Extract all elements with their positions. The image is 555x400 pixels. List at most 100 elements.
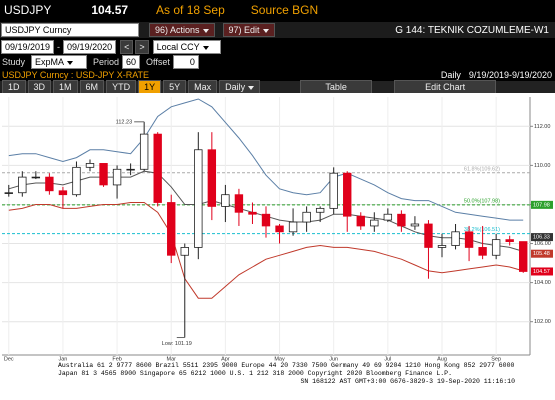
- y-tick-label: 110.00: [534, 163, 550, 169]
- edit-chart-button[interactable]: Edit Chart: [394, 80, 497, 94]
- candle-body: [139, 133, 149, 170]
- source: Source BGN: [250, 3, 319, 17]
- frequency: Daily: [440, 70, 461, 80]
- footer-line: Japan 81 3 4565 8900 Singapore 65 6212 1…: [58, 370, 452, 377]
- range-button[interactable]: 1M: [53, 80, 78, 94]
- x-tick-label: May: [274, 356, 285, 362]
- currency-select[interactable]: Local CCY: [152, 40, 221, 54]
- info-row: USDJPY Curncy : USD-JPY X-RATE Daily 9/1…: [0, 69, 555, 81]
- candle-body: [478, 247, 487, 256]
- price-tag: [531, 233, 553, 242]
- footer-line: Australia 61 2 9777 8600 Brazil 5511 239…: [58, 362, 515, 369]
- range-button[interactable]: Max: [188, 80, 218, 94]
- range-button[interactable]: YTD: [106, 80, 137, 94]
- chart: 102.00104.00106.00108.00110.00112.00DecJ…: [0, 93, 555, 362]
- offset-input[interactable]: 0: [172, 55, 199, 69]
- candle-body: [112, 168, 122, 186]
- x-tick-label: Sep: [491, 356, 501, 362]
- study-row: Study ExpMA Period 60 Offset 0: [0, 55, 555, 69]
- edit-button[interactable]: 97) Edit: [222, 23, 275, 37]
- x-tick-label: Jun: [329, 356, 338, 362]
- study-select[interactable]: ExpMA: [31, 55, 88, 69]
- range-button[interactable]: 6M: [79, 80, 105, 94]
- candle-body: [451, 231, 460, 246]
- prev-button[interactable]: <: [120, 40, 134, 54]
- range-button[interactable]: 1Y: [138, 80, 162, 94]
- candle-body: [45, 176, 54, 192]
- candle-body: [72, 166, 81, 196]
- candle-body: [99, 163, 108, 186]
- candle-body: [302, 211, 311, 223]
- x-tick-label: Dec: [4, 356, 14, 362]
- page-title: G 144: TEKNIK COZUMLEME-W1: [395, 24, 549, 36]
- candle-body: [180, 247, 189, 256]
- range-button[interactable]: 1D: [2, 80, 26, 94]
- currency-text: Local CCY: [156, 42, 200, 52]
- candle-body: [424, 223, 433, 248]
- study-value: ExpMA: [35, 57, 65, 67]
- x-tick-label: Mar: [166, 356, 176, 362]
- security-input[interactable]: USDJPY Curncy: [1, 23, 139, 37]
- candle-body: [261, 213, 271, 227]
- candle-body: [343, 172, 352, 217]
- price-tag-label: 106.33: [533, 235, 550, 241]
- toolbar: USDJPY Curncy 96) Actions 97) Edit G 144…: [0, 22, 555, 38]
- price-tag-label: 104.57: [533, 269, 550, 275]
- description: USDJPY Curncy : USD-JPY X-RATE: [2, 70, 150, 80]
- study-label: Study: [2, 57, 26, 67]
- actions-button[interactable]: 96) Actions: [149, 23, 215, 37]
- candle-body: [126, 168, 135, 171]
- y-tick-label: 106.00: [534, 241, 551, 247]
- candle-body: [519, 241, 528, 272]
- candle-body: [383, 213, 393, 221]
- level-label: 61.8%(109.62): [464, 166, 500, 172]
- range-button[interactable]: Daily: [219, 80, 261, 94]
- y-tick-label: 112.00: [534, 124, 550, 130]
- start-date[interactable]: 09/19/2019: [1, 40, 55, 54]
- high-label: 112.23: [116, 119, 132, 125]
- candle-body: [410, 223, 420, 227]
- table-button[interactable]: Table: [300, 80, 373, 94]
- last-price: 104.57: [91, 3, 129, 17]
- price-tag: [531, 200, 553, 209]
- candle-body: [397, 213, 406, 227]
- candle-body: [207, 149, 217, 207]
- candle-body: [491, 239, 501, 256]
- x-tick-label: Feb: [112, 356, 121, 362]
- candle-body: [248, 211, 257, 215]
- candle-body: [288, 221, 298, 233]
- candle-body: [58, 190, 68, 196]
- offset-label: Offset: [146, 57, 170, 67]
- candle-body: [234, 194, 244, 213]
- x-tick-label: Jan: [58, 356, 67, 362]
- y-tick-label: 104.00: [534, 280, 551, 286]
- ticker: USDJPY: [4, 3, 52, 17]
- x-tick-label: Jul: [384, 356, 391, 362]
- next-button[interactable]: >: [135, 40, 149, 54]
- candle-body: [505, 239, 514, 242]
- candle-body: [370, 219, 379, 227]
- x-tick-label: Apr: [221, 356, 230, 362]
- price-tag: [531, 249, 553, 258]
- range-button[interactable]: 3D: [27, 80, 52, 94]
- candle-body: [275, 225, 284, 233]
- date-span: 9/19/2019-9/19/2020: [468, 70, 552, 80]
- candle-body: [315, 207, 325, 213]
- price-tag-label: 105.48: [533, 251, 550, 257]
- candle-body: [167, 202, 176, 256]
- as-of: As of 18 Sep: [156, 3, 225, 17]
- low-label: Low: 101.19: [162, 341, 192, 347]
- edit-text: 97) Edit: [228, 25, 260, 35]
- end-date[interactable]: 09/19/2020: [63, 40, 117, 54]
- range-button[interactable]: 5Y: [163, 80, 187, 94]
- candle-body: [31, 176, 41, 179]
- header-bar: USDJPY 104.57 As of 18 Sep Source BGN: [0, 0, 555, 20]
- candle-body: [464, 231, 474, 248]
- period-input[interactable]: 60: [122, 55, 141, 69]
- overlay-line: [8, 202, 524, 299]
- range-buttons: 1D 3D 1M 6M YTD 1Y 5Y Max Daily: [2, 80, 262, 94]
- candle-body: [437, 245, 447, 248]
- candle-body: [153, 133, 162, 203]
- candle-body: [18, 176, 27, 194]
